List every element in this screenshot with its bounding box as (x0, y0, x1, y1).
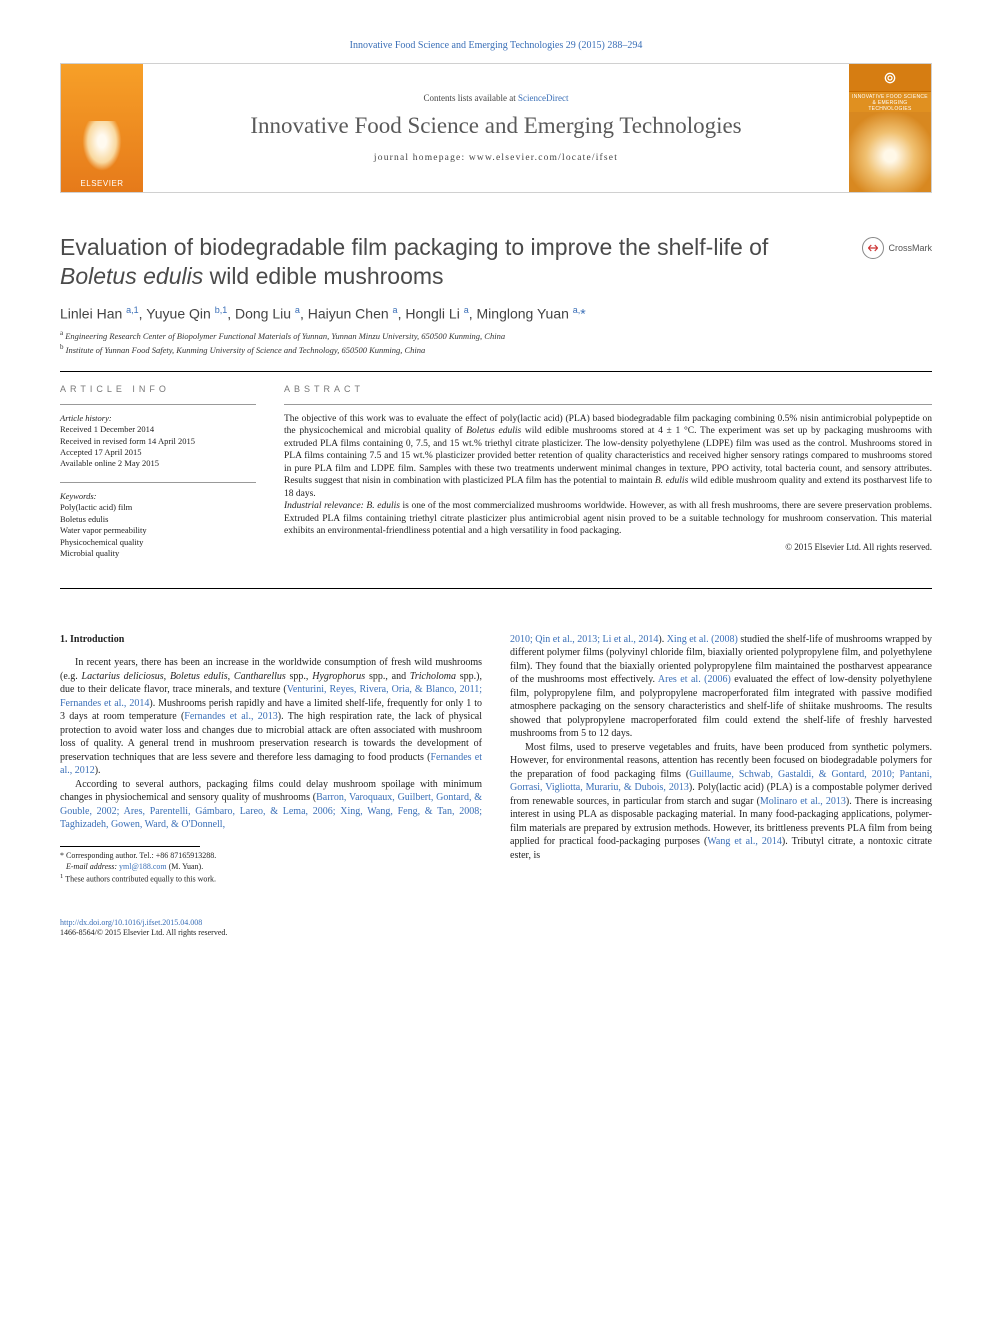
article-info-column: ARTICLE INFO Article history: Received 1… (60, 384, 256, 572)
elsevier-label: ELSEVIER (80, 179, 123, 188)
article-info-heading: ARTICLE INFO (60, 384, 256, 394)
info-rule (60, 404, 256, 405)
citation-link[interactable]: Wang et al., 2014 (707, 836, 782, 847)
rule-bottom (60, 588, 932, 589)
corresponding-email[interactable]: yml@188.com (119, 862, 167, 871)
affiliations: a Engineering Research Center of Biopoly… (60, 329, 932, 356)
cover-title: INNOVATIVE FOOD SCIENCE & EMERGING TECHN… (849, 92, 931, 112)
keywords-rule (60, 482, 256, 483)
elsevier-logo: ELSEVIER (61, 64, 143, 192)
footnotes: * Corresponding author. Tel.: +86 871659… (60, 851, 482, 886)
banner-center: Contents lists available at ScienceDirec… (143, 64, 849, 192)
contents-available: Contents lists available at ScienceDirec… (424, 93, 569, 103)
cover-badge-icon (849, 64, 931, 92)
citation-link[interactable]: 2010; Qin et al., 2013; Li et al., 2014 (510, 634, 658, 645)
doi-link[interactable]: http://dx.doi.org/10.1016/j.ifset.2015.0… (60, 918, 202, 927)
citation-link[interactable]: Xing et al. (2008) (667, 634, 738, 645)
journal-reference[interactable]: Innovative Food Science and Emerging Tec… (60, 40, 932, 51)
abstract-copyright: © 2015 Elsevier Ltd. All rights reserved… (284, 542, 932, 552)
journal-cover-thumbnail: INNOVATIVE FOOD SCIENCE & EMERGING TECHN… (849, 64, 931, 192)
citation-link[interactable]: Ares et al. (2006) (658, 674, 731, 685)
article-history: Article history: Received 1 December 201… (60, 413, 256, 470)
body-text: 1. Introduction In recent years, there h… (60, 633, 932, 886)
sciencedirect-link[interactable]: ScienceDirect (518, 93, 568, 103)
citation-link[interactable]: Molinaro et al., 2013 (760, 796, 846, 807)
elsevier-tree-icon (77, 121, 127, 179)
article-title: Evaluation of biodegradable film packagi… (60, 233, 932, 291)
journal-homepage: journal homepage: www.elsevier.com/locat… (374, 153, 618, 163)
crossmark-label: CrossMark (888, 243, 932, 253)
abstract-text: The objective of this work was to evalua… (284, 413, 932, 538)
abstract-heading: ABSTRACT (284, 384, 932, 394)
journal-title: Innovative Food Science and Emerging Tec… (250, 113, 741, 139)
section-heading-intro: 1. Introduction (60, 633, 482, 647)
crossmark-badge[interactable]: CrossMark (862, 237, 932, 259)
citation-link[interactable]: Fernandes et al., 2013 (184, 711, 277, 722)
page-footer: http://dx.doi.org/10.1016/j.ifset.2015.0… (60, 918, 932, 939)
journal-banner: ELSEVIER Contents lists available at Sci… (60, 63, 932, 193)
abstract-column: ABSTRACT The objective of this work was … (284, 384, 932, 572)
keywords: Keywords: Poly(lactic acid) film Boletus… (60, 491, 256, 560)
abstract-rule (284, 404, 932, 405)
issn-copyright: 1466-8564/© 2015 Elsevier Ltd. All right… (60, 928, 227, 937)
authors-line: Linlei Han a,1, Yuyue Qin b,1, Dong Liu … (60, 305, 932, 322)
cover-image (849, 112, 931, 192)
crossmark-icon (862, 237, 884, 259)
